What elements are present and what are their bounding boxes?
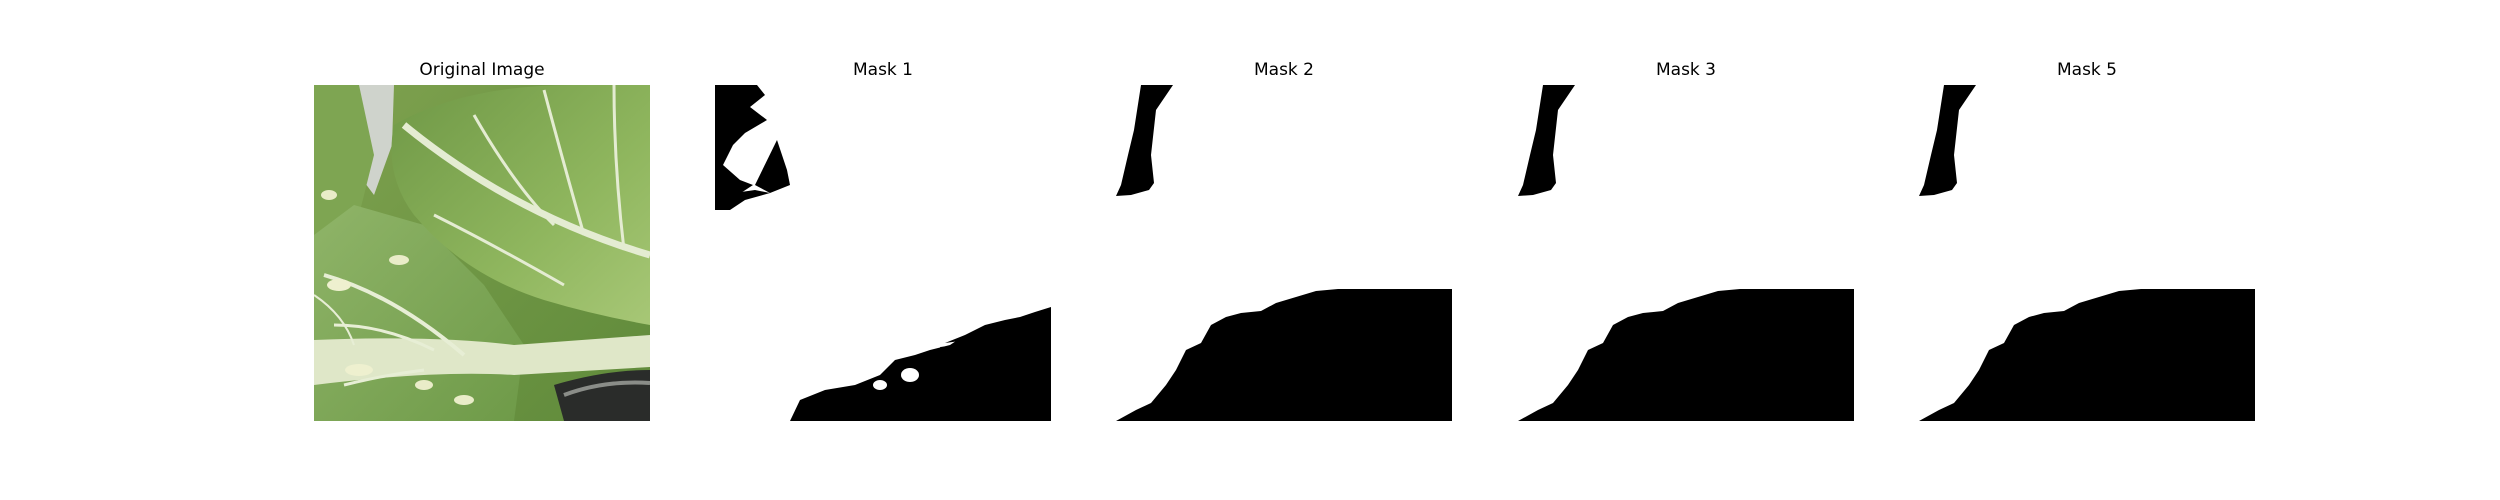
leaf-photo bbox=[314, 85, 650, 421]
original-image bbox=[314, 85, 650, 421]
mask-3 bbox=[1518, 85, 1854, 421]
mask-1-image bbox=[715, 85, 1051, 421]
mask-2-image bbox=[1116, 85, 1452, 421]
panel-title-original: Original Image bbox=[419, 60, 545, 80]
panel-title-mask-3: Mask 3 bbox=[1655, 60, 1716, 80]
mask-5-image bbox=[1919, 85, 2255, 421]
mask-5 bbox=[1919, 85, 2255, 421]
mask-1 bbox=[715, 85, 1051, 421]
panel-title-mask-2: Mask 2 bbox=[1253, 60, 1314, 80]
panel-title-mask-5: Mask 5 bbox=[2056, 60, 2117, 80]
mask-2 bbox=[1116, 85, 1452, 421]
panel-title-mask-1: Mask 1 bbox=[852, 60, 913, 80]
mask-3-image bbox=[1518, 85, 1854, 421]
